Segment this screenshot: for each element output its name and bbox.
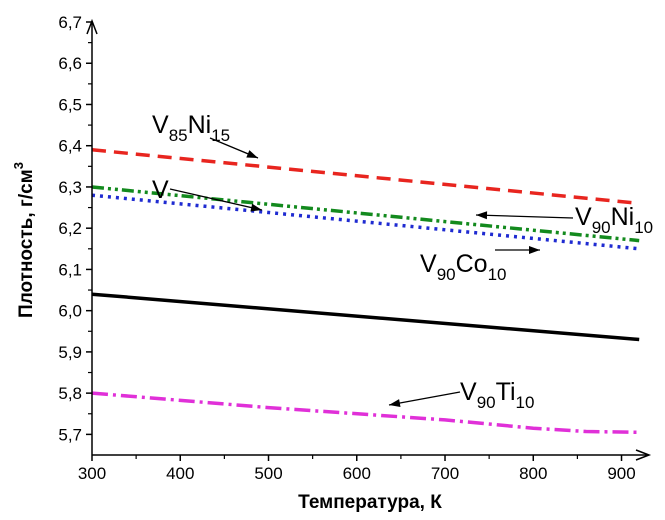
x-tick-label: 700 <box>431 464 459 483</box>
label-v90co10: V90Co10 <box>420 250 507 284</box>
label-v85ni15: V85Ni15 <box>152 111 230 145</box>
x-tick-label: 500 <box>254 464 282 483</box>
series-v90ni10-line <box>91 185 640 243</box>
series-v85ni15-line <box>91 148 640 206</box>
label-v90ti10-arrow-head <box>389 399 401 407</box>
y-tick-label: 6,1 <box>58 260 82 279</box>
plot-area: 300 400 500 600 700 800 900 5,7 5,8 5,9 6,0 6,1 6,2 6… <box>58 13 653 483</box>
label-element-1: V <box>575 203 592 231</box>
series-layer <box>91 148 640 435</box>
label-v: V <box>152 176 169 204</box>
label-subscript-2: 10 <box>516 393 535 412</box>
label-element-1: V <box>152 176 169 204</box>
series-v90ti10-line <box>91 391 640 435</box>
x-tick-label: 300 <box>78 464 106 483</box>
y-tick-label: 6,0 <box>58 302 82 321</box>
series-v-line <box>91 292 640 342</box>
label-element-2: Ni <box>611 203 635 231</box>
label-element-2: Ni <box>188 111 212 139</box>
y-tick-label: 6,6 <box>58 54 82 73</box>
y-tick-label: 5,8 <box>58 384 82 403</box>
y-tick-label: 6,7 <box>58 13 82 32</box>
label-v90ti10-arrow-line <box>388 391 461 406</box>
y-tick-label: 6,4 <box>58 137 82 156</box>
y-tick-label: 6,2 <box>58 219 82 238</box>
ticks-layer: 300 400 500 600 700 800 900 5,7 5,8 5,9 6,0 6,1 6,2 6… <box>58 13 635 483</box>
label-element-2: Co <box>456 250 488 278</box>
x-tick-label: 600 <box>343 464 371 483</box>
label-subscript-1: 90 <box>592 218 611 237</box>
label-v-arrow-head <box>250 203 262 212</box>
y-tick-label: 6,3 <box>58 178 82 197</box>
label-v90ni10-arrow-head <box>476 211 488 220</box>
x-axis-title: Температура, К <box>298 492 442 513</box>
x-tick-label: 900 <box>607 464 635 483</box>
label-v90ni10-arrow-line <box>475 214 574 219</box>
label-subscript-1: 90 <box>477 393 496 412</box>
y-axis-arrow <box>86 18 98 35</box>
label-v90co10-arrow-head <box>529 246 540 254</box>
y-tick-label: 6,5 <box>58 95 82 114</box>
label-v90ni10: V90Ni10 <box>575 203 653 237</box>
label-element-1: V <box>460 378 477 406</box>
label-v90ti10: V90Ti10 <box>460 378 534 412</box>
y-tick-label: 5,7 <box>58 425 82 444</box>
x-tick-label: 800 <box>519 464 547 483</box>
label-subscript-2: 10 <box>634 218 653 237</box>
label-subscript-2: 10 <box>488 265 507 284</box>
label-element-1: V <box>420 250 437 278</box>
label-v85ni15-arrow-head <box>246 150 258 158</box>
series-v90co10-line <box>91 193 640 251</box>
y-tick-label: 5,9 <box>58 343 82 362</box>
y-axis-title: Плотность, г/см3 <box>11 162 37 318</box>
label-element-2: Ti <box>496 378 516 406</box>
x-tick-label: 400 <box>166 464 194 483</box>
label-element-1: V <box>152 111 169 139</box>
x-axis-arrow <box>635 449 652 461</box>
label-subscript-1: 90 <box>437 265 456 284</box>
axes-layer <box>86 18 652 461</box>
label-subscript-1: 85 <box>169 126 188 145</box>
label-v-arrow-line <box>169 188 263 211</box>
